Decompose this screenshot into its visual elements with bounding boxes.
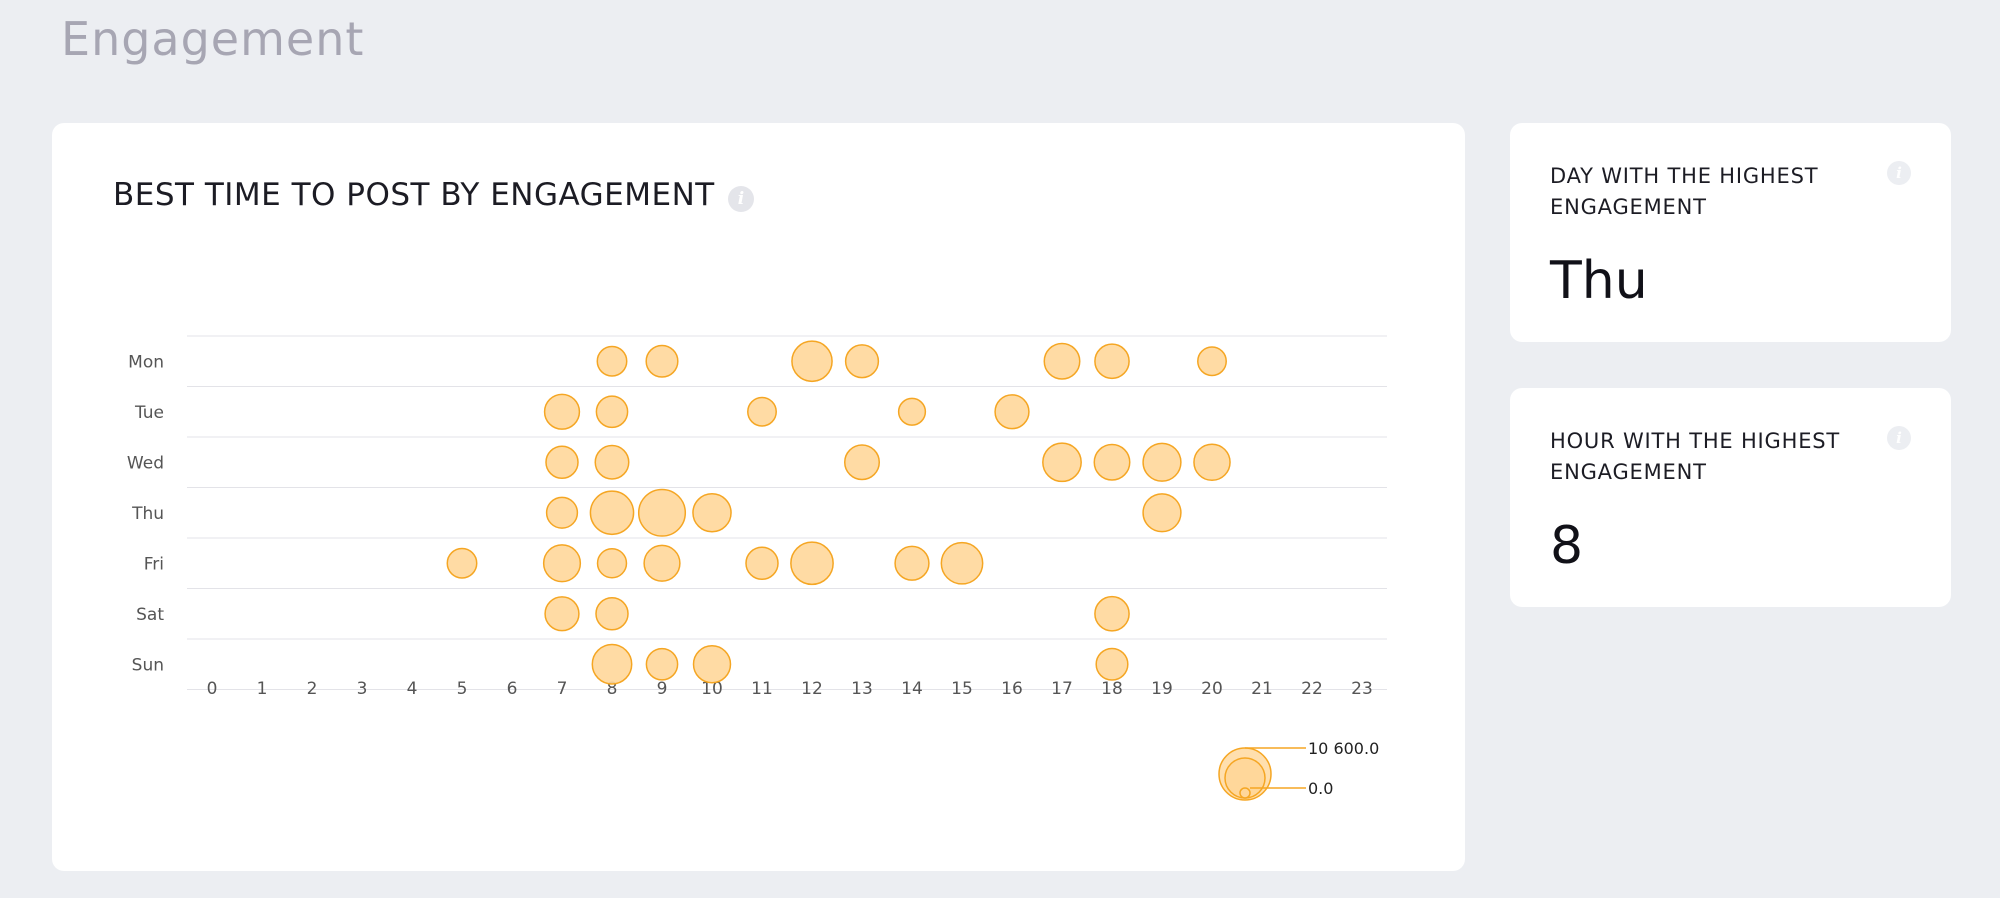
bubble-point [596, 345, 628, 377]
bubble-point [542, 544, 582, 583]
size-legend-min-label: 0.0 [1308, 779, 1333, 798]
bubble-point [843, 444, 881, 481]
bubble-point [544, 596, 580, 632]
x-tick-label: 9 [657, 679, 668, 699]
bubble-point [1042, 442, 1082, 483]
bubble-point [897, 397, 927, 426]
x-tick-label: 19 [1151, 679, 1173, 699]
x-tick-label: 15 [951, 679, 973, 699]
bubble-point [594, 444, 630, 480]
x-tick-label: 18 [1101, 679, 1123, 699]
day-highest-engagement-value: Thu [1550, 251, 1648, 311]
best-time-chart-card: BEST TIME TO POST BY ENGAGEMENT i Mon Tue… [52, 123, 1465, 871]
bubble-point [645, 344, 679, 378]
x-tick-label: 6 [507, 679, 518, 699]
bubble-point [1197, 346, 1227, 377]
size-legend-max-label: 10 600.0 [1308, 739, 1379, 758]
bubble-point [791, 340, 833, 383]
info-icon[interactable]: i [1887, 426, 1911, 450]
bubble-point [591, 643, 633, 685]
x-tick-label: 7 [557, 679, 568, 699]
y-tick-label: Mon [128, 352, 164, 372]
y-tick-label: Thu [131, 504, 164, 524]
x-tick-label: 3 [357, 679, 368, 699]
bubble-point [595, 596, 629, 631]
x-tick-label: 22 [1301, 679, 1323, 699]
x-tick-label: 12 [801, 679, 823, 699]
y-tick-label: Sun [132, 655, 164, 675]
bubble-point [1142, 442, 1182, 482]
hour-highest-engagement-label: HOUR WITH THE HIGHEST ENGAGEMENT [1550, 429, 1841, 484]
bubble-point [1142, 493, 1182, 533]
info-icon[interactable]: i [728, 186, 754, 212]
bubble-point [994, 394, 1030, 430]
info-icon[interactable]: i [1887, 161, 1911, 185]
x-tick-label: 2 [307, 679, 318, 699]
chart-title: BEST TIME TO POST BY ENGAGEMENT [113, 177, 715, 213]
bubble-point [1193, 443, 1231, 482]
bubble-point [1093, 443, 1131, 481]
bubble-point [645, 647, 679, 681]
x-tick-label: 14 [901, 679, 923, 699]
x-tick-label: 8 [607, 679, 618, 699]
bubble-point [1043, 342, 1081, 380]
x-tick-label: 16 [1001, 679, 1023, 699]
bubble-point [545, 445, 579, 480]
day-highest-engagement-card: DAY WITH THE HIGHEST ENGAGEMENT i Thu [1510, 123, 1951, 342]
x-tick-label: 20 [1201, 679, 1223, 699]
hour-highest-engagement-card: HOUR WITH THE HIGHEST ENGAGEMENT i 8 [1510, 388, 1951, 607]
bubble-point [790, 541, 834, 586]
bubble-point [894, 545, 930, 581]
y-tick-label: Fri [144, 554, 164, 574]
x-tick-label: 17 [1051, 679, 1073, 699]
x-tick-label: 1 [257, 679, 268, 699]
x-tick-label: 13 [851, 679, 873, 699]
day-highest-engagement-label: DAY WITH THE HIGHEST ENGAGEMENT [1550, 164, 1819, 219]
bubble-point [844, 344, 880, 379]
x-tick-label: 10 [701, 679, 723, 699]
bubble-point [446, 547, 478, 579]
bubble-point [745, 546, 779, 581]
bubble-point [596, 548, 628, 579]
bubble-point [747, 396, 777, 427]
bubble-point [637, 488, 687, 537]
page-title: Engagement [61, 12, 365, 66]
bubble-point [545, 496, 579, 529]
bubble-point [543, 393, 581, 430]
bubble-point [940, 541, 984, 585]
bubble-point [595, 395, 629, 429]
bubble-point [1095, 647, 1129, 681]
bubble-point [692, 492, 732, 533]
y-tick-label: Wed [127, 453, 164, 473]
x-tick-label: 21 [1251, 679, 1273, 699]
bubble-point [1094, 595, 1130, 632]
bubble-point [1094, 343, 1130, 380]
bubble-point [692, 645, 732, 684]
hour-highest-engagement-value: 8 [1550, 516, 1584, 576]
bubble-point [589, 490, 635, 536]
y-tick-label: Sat [136, 605, 164, 625]
x-tick-label: 23 [1351, 679, 1373, 699]
bubble-point [643, 544, 681, 582]
x-tick-label: 5 [457, 679, 468, 699]
x-tick-label: 0 [207, 679, 218, 699]
x-tick-label: 11 [751, 679, 773, 699]
x-tick-label: 4 [407, 679, 418, 699]
size-legend-min-bubble [1239, 787, 1251, 799]
y-tick-label: Tue [134, 403, 164, 423]
